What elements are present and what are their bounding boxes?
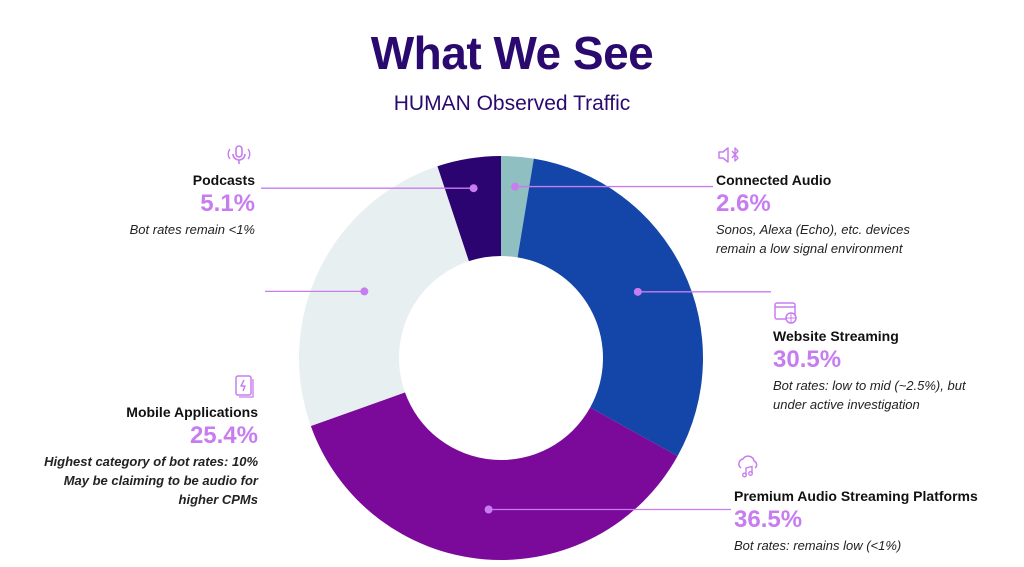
category-note: Sonos, Alexa (Echo), etc. devices [716,222,910,237]
category-note: under active investigation [773,397,920,412]
label-website-streaming: Website Streaming 30.5% Bot rates: low t… [773,328,1024,414]
leader-dot [633,287,642,296]
speaker-bluetooth-icon [718,147,739,163]
category-note: Bot rates remain <1% [129,222,255,237]
slice-podcasts [437,156,501,262]
category-name: Connected Audio [716,172,832,188]
category-name: Premium Audio Streaming Platforms [734,488,978,504]
category-name: Mobile Applications [126,404,258,420]
leader-dot [360,287,369,296]
category-name: Website Streaming [773,328,899,344]
page-subtitle: HUMAN Observed Traffic [393,92,631,115]
slice-website-streaming [517,158,703,457]
category-percent: 5.1% [200,190,255,217]
category-percent: 25.4% [189,422,258,449]
slice-premium-audio [310,392,678,560]
category-percent: 2.6% [716,190,771,217]
category-note: May be claiming to be audio for [63,473,258,488]
label-mobile-applications: Mobile Applications 25.4% Highest catego… [0,404,258,509]
category-note: Bot rates: remains low (<1%) [734,538,902,553]
microphone-icon [227,145,251,164]
cloud-music-icon [738,455,758,478]
label-premium-audio: Premium Audio Streaming Platforms 36.5% … [734,488,1024,555]
browser-globe-icon [774,302,797,324]
category-note: higher CPMs [178,492,258,507]
category-note: Bot rates: low to mid (~2.5%), but [773,378,966,393]
label-podcasts: Podcasts 5.1% Bot rates remain <1% [0,172,255,239]
slice-connected-audio [501,156,534,258]
slice-mobile-applications [299,166,469,427]
leader-dot [469,184,478,193]
leader-dot [484,505,493,514]
category-note: remain a low signal environment [716,241,903,256]
category-name: Podcasts [192,172,255,188]
mobile-app-icon [235,375,254,398]
category-percent: 30.5% [773,346,842,373]
label-connected-audio: Connected Audio 2.6% Sonos, Alexa (Echo)… [716,172,1016,258]
category-percent: 36.5% [734,506,803,533]
page-title: What We See [370,27,654,79]
category-note: Highest category of bot rates: 10% [44,454,258,469]
leader-dot [511,182,520,191]
